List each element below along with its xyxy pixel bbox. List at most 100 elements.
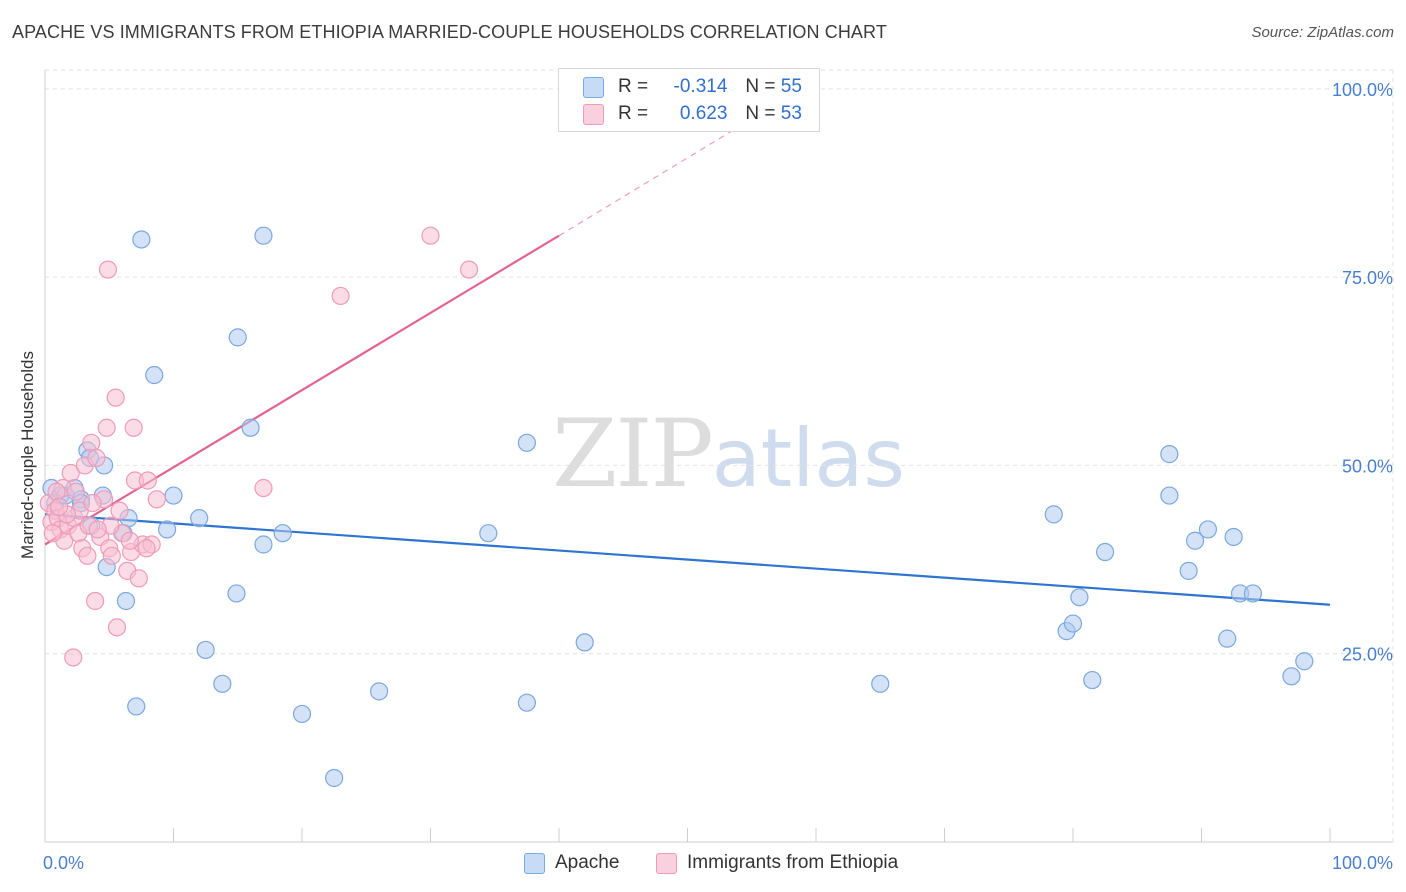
bottom-legend-apache: Apache — [524, 852, 619, 874]
apache-point — [213, 674, 232, 693]
apache-point — [254, 226, 273, 245]
legend-n-value: 55 — [780, 76, 802, 97]
apache-point — [145, 365, 164, 385]
apache-point — [1179, 561, 1198, 580]
ethiopia-point — [331, 286, 350, 306]
legend-r-value: 0.623 — [679, 103, 728, 124]
legend-row-ethiopia: R = 0.623 N = 53 — [583, 102, 802, 126]
legend-n-label: N = — [745, 76, 776, 97]
ethiopia-point — [98, 260, 118, 279]
ethiopia-point — [88, 520, 107, 539]
ethiopia-point — [78, 546, 97, 565]
apache-point — [1063, 614, 1083, 633]
watermark-atlas: atlas — [711, 412, 906, 505]
apache-point — [1218, 629, 1237, 648]
x-tick-label-left: 0.0% — [43, 853, 84, 873]
apache-point — [196, 640, 215, 660]
ethiopia-point — [129, 569, 148, 588]
apache-point — [228, 328, 247, 347]
apache-point — [1185, 531, 1205, 550]
y-tick-label: 100.0% — [1332, 80, 1393, 100]
ethiopia-point — [102, 546, 121, 565]
apache-swatch — [583, 76, 604, 98]
ethiopia-point — [66, 482, 85, 501]
legend-row-apache: R = -0.314 N = 55 — [583, 75, 802, 99]
apache-point — [517, 693, 536, 712]
apache-point — [1160, 486, 1179, 505]
apache-point — [1083, 670, 1102, 690]
watermark: ZIPatlas — [552, 400, 905, 509]
apache-point — [575, 633, 594, 652]
source-label: Source: ZipAtlas.com — [1251, 24, 1394, 41]
legend-n-value: 53 — [780, 103, 802, 124]
apache-point — [1070, 588, 1089, 607]
ethiopia-point — [97, 418, 116, 437]
apache-point — [190, 509, 209, 528]
apache-point — [132, 230, 151, 249]
ethiopia-point — [459, 260, 479, 279]
axes — [44, 70, 1393, 843]
y-tick-label: 75.0% — [1342, 268, 1393, 288]
x-tick-label-right: 100.0% — [1332, 853, 1393, 873]
ethiopia-point — [124, 418, 143, 437]
ethiopia-legend-swatch — [656, 852, 677, 874]
ethiopia-point — [137, 539, 156, 558]
apache-point — [1295, 652, 1314, 671]
trend-lines — [44, 118, 1331, 606]
ethiopia-trend-line — [44, 234, 560, 546]
apache-point — [254, 535, 273, 554]
apache-point — [370, 682, 389, 701]
apache-legend-label: Apache — [555, 852, 620, 873]
legend-r-label: R = — [618, 103, 649, 124]
ethiopia-point — [87, 448, 106, 467]
ethiopia-point — [83, 493, 102, 513]
ethiopia-legend-label: Immigrants from Ethiopia — [687, 852, 899, 873]
ethiopia-point — [110, 501, 129, 520]
apache-point — [325, 768, 344, 788]
apache-point — [157, 520, 177, 539]
tick-labels: 25.0% 50.0% 75.0% 100.0% 0.0% 100.0% — [43, 80, 1393, 873]
ethiopia-point — [147, 490, 166, 509]
apache-trend-line — [44, 513, 1331, 606]
apache-point — [127, 697, 146, 716]
legend-r-value: -0.314 — [673, 76, 728, 97]
apache-point — [1160, 445, 1179, 464]
ethiopia-point — [107, 618, 127, 637]
apache-point — [517, 433, 536, 452]
apache-point — [227, 584, 246, 603]
apache-point — [164, 486, 183, 505]
bottom-legend-ethiopia: Immigrants from Ethiopia — [656, 852, 898, 874]
ethiopia-point — [106, 388, 125, 407]
data-points — [39, 226, 1314, 788]
correlation-legend: R = -0.314 N = 55 R = 0.623 N = 53 — [558, 68, 820, 132]
ethiopia-trend-extension — [558, 118, 753, 237]
apache-point — [273, 524, 292, 543]
ethiopia-point — [64, 648, 83, 667]
legend-r-label: R = — [618, 76, 649, 97]
y-tick-label: 25.0% — [1342, 645, 1393, 665]
apache-point — [1282, 667, 1301, 686]
ethiopia-swatch — [583, 103, 604, 125]
apache-point — [1096, 542, 1115, 562]
ethiopia-point — [254, 478, 273, 498]
apache-point — [871, 674, 890, 693]
apache-point — [292, 704, 312, 724]
y-tick-label: 50.0% — [1342, 456, 1393, 476]
apache-point — [116, 591, 136, 611]
apache-point — [1243, 584, 1263, 603]
ethiopia-point — [120, 531, 139, 550]
gridlines — [45, 69, 1394, 842]
apache-point — [241, 418, 260, 437]
apache-legend-swatch — [524, 852, 545, 874]
ethiopia-point — [61, 463, 80, 483]
legend-n-label: N = — [745, 103, 776, 124]
apache-point — [1224, 527, 1243, 547]
ethiopia-point — [43, 524, 62, 543]
ethiopia-point — [82, 433, 101, 452]
ethiopia-point — [50, 497, 69, 516]
ethiopia-point — [421, 226, 440, 245]
apache-point — [479, 524, 498, 543]
y-axis-label: Married-couple Households — [18, 351, 37, 559]
apache-point — [1198, 520, 1218, 539]
